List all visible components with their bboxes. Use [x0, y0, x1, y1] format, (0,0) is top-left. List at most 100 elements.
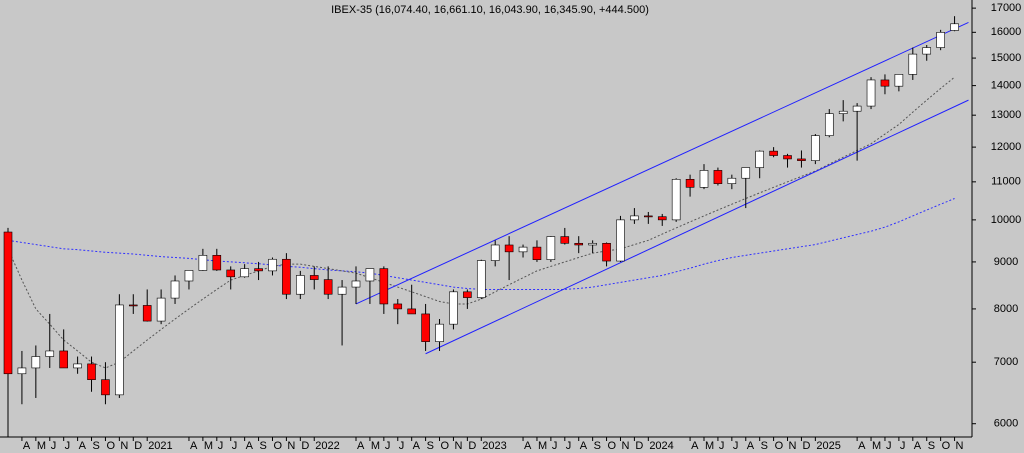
x-tick-label: D — [635, 440, 643, 452]
x-tick-label: S — [427, 440, 434, 452]
candle-body — [115, 304, 124, 396]
candle-body — [657, 216, 667, 221]
candle-body — [630, 215, 639, 221]
candle-body — [463, 291, 472, 298]
x-tick-label: N — [454, 440, 462, 452]
y-tick-label: 12000 — [991, 141, 1022, 153]
x-tick-label: A — [79, 440, 87, 452]
candle-body — [296, 275, 305, 295]
x-tick-label: M — [204, 440, 213, 452]
x-tick-label: A — [357, 440, 365, 452]
y-tick-label: 15000 — [991, 52, 1022, 64]
x-tick-label: A — [246, 440, 254, 452]
x-tick-label: N — [956, 440, 964, 452]
candle-body — [268, 258, 277, 272]
candle-body — [699, 170, 709, 188]
candle-body — [490, 244, 500, 261]
x-tick-label: N — [621, 440, 629, 452]
candle-body — [142, 305, 152, 322]
moving-average — [7, 76, 955, 369]
candle-body — [323, 279, 333, 295]
x-tick-label: O — [608, 440, 617, 452]
candle-body — [449, 291, 458, 325]
y-tick-label: 11000 — [991, 176, 1021, 188]
x-tick-label: A — [524, 440, 532, 452]
x-tick-label: O — [273, 440, 282, 452]
x-tick-label: O — [441, 440, 450, 452]
x-tick-label: J — [733, 440, 739, 452]
candle-body — [518, 246, 528, 253]
x-tick-label: J — [886, 440, 892, 452]
x-tick-label: A — [747, 440, 755, 452]
candle-body — [880, 79, 890, 87]
x-tick-label: O — [942, 440, 951, 452]
y-tick-label: 17000 — [991, 2, 1022, 14]
candle-body — [811, 135, 820, 161]
candle-body — [671, 179, 681, 221]
candle-body — [504, 244, 514, 253]
candle-body — [950, 23, 959, 31]
x-tick-label: A — [914, 440, 922, 452]
candle-body — [73, 363, 82, 369]
candle-body — [783, 155, 792, 160]
candle-body — [379, 268, 389, 305]
x-tick-label: J — [566, 440, 572, 452]
candle-body — [644, 215, 653, 218]
x-tick-label: J — [65, 440, 71, 452]
candle-body — [407, 308, 416, 315]
candle-body — [45, 350, 55, 357]
x-tick-label: S — [928, 440, 935, 452]
trend-line — [355, 22, 969, 305]
candle-body — [240, 268, 249, 278]
x-tick-label: D — [301, 440, 309, 452]
candle-body — [254, 268, 263, 272]
candle-body — [755, 150, 764, 168]
candle-body — [309, 275, 319, 280]
candle-body — [128, 304, 138, 307]
x-tick-label: M — [37, 440, 46, 452]
candle-body — [226, 269, 236, 278]
trend-line — [425, 99, 969, 355]
candle-body — [87, 363, 96, 380]
candle-body — [351, 280, 361, 288]
candle-body — [685, 179, 695, 188]
x-tick-label: J — [385, 440, 391, 452]
candle-body — [3, 231, 13, 375]
candle-body — [101, 379, 110, 396]
x-tick-label: 2025 — [816, 440, 840, 452]
x-tick-label: J — [719, 440, 725, 452]
y-tick-label: 10000 — [991, 214, 1022, 226]
candle-body — [908, 53, 918, 75]
candle-body — [769, 150, 778, 156]
candle-body — [59, 350, 68, 369]
candle-body — [435, 323, 444, 342]
candle-body — [602, 242, 611, 262]
x-tick-label: M — [705, 440, 714, 452]
x-tick-label: J — [232, 440, 238, 452]
x-tick-label: M — [872, 440, 881, 452]
x-tick-label: 2021 — [148, 440, 172, 452]
x-tick-label: 2023 — [482, 440, 506, 452]
candle-body — [393, 303, 403, 310]
candle-body — [17, 367, 27, 375]
candle-body — [713, 170, 723, 184]
candle-body — [532, 246, 542, 261]
candle-body — [727, 177, 737, 184]
candle-body — [546, 236, 556, 261]
y-tick-label: 8000 — [994, 303, 1018, 315]
x-tick-label: A — [691, 440, 699, 452]
x-tick-label: J — [900, 440, 906, 452]
y-tick-label: 16000 — [991, 26, 1022, 38]
x-tick-label: O — [775, 440, 784, 452]
candle-body — [894, 74, 904, 87]
x-tick-label: A — [190, 440, 198, 452]
x-tick-label: D — [802, 440, 810, 452]
candle-body — [337, 286, 347, 295]
x-tick-label: S — [93, 440, 100, 452]
x-tick-label: 2022 — [315, 440, 339, 452]
y-tick-label: 13000 — [991, 109, 1022, 121]
x-tick-label: J — [218, 440, 224, 452]
y-tick-label: 7000 — [994, 356, 1018, 368]
candle-body — [198, 255, 208, 271]
